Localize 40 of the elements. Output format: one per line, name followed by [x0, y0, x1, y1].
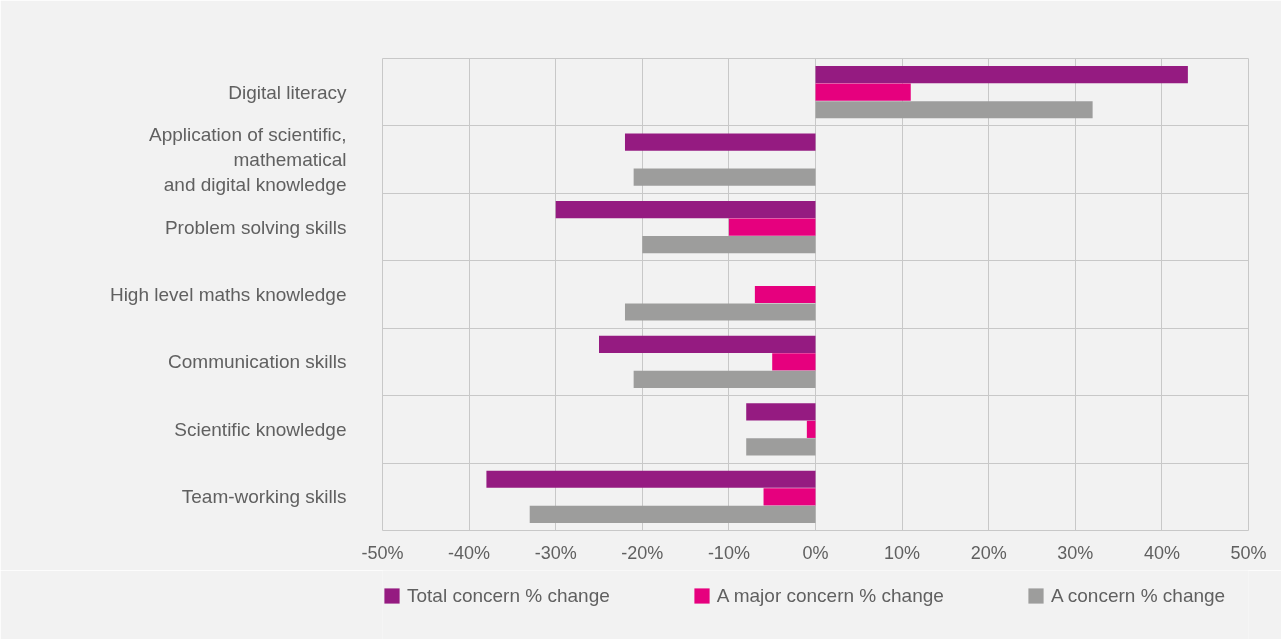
y-tick-label: Scientific knowledge	[174, 418, 347, 440]
legend-label: Total concern % change	[407, 584, 610, 607]
bar	[728, 218, 816, 236]
bar	[746, 403, 816, 421]
bar	[633, 168, 816, 186]
bar	[633, 370, 816, 389]
x-tick-label: 10%	[884, 542, 921, 563]
x-tick-label: -40%	[448, 542, 491, 563]
y-tick-label: Application of scientific, mathematical and digital knowledge	[149, 123, 347, 196]
bar	[815, 66, 1188, 84]
x-tick-label: 0%	[802, 542, 829, 563]
x-tick-label: -10%	[707, 542, 750, 563]
y-tick-label: Team-working skills	[181, 486, 347, 508]
x-tick-label: -50%	[361, 542, 404, 563]
bar	[772, 353, 816, 371]
x-tick-label: 50%	[1230, 542, 1267, 563]
legend-label: A major concern % change	[716, 584, 944, 607]
x-tick-label: 20%	[970, 542, 1007, 563]
bar	[624, 133, 816, 151]
y-tick-label: Problem solving skills	[164, 216, 347, 238]
x-tick-label: 30%	[1057, 542, 1094, 563]
x-tick-label: -20%	[621, 542, 664, 563]
y-tick-label: Communication skills	[168, 351, 347, 373]
x-tick-label: 40%	[1143, 542, 1180, 563]
bar	[555, 200, 816, 219]
bar	[746, 438, 816, 456]
bar	[763, 488, 816, 506]
bar	[815, 83, 911, 101]
y-tick-label: Digital literacy	[228, 81, 347, 103]
bar	[806, 420, 816, 438]
y-tick-label: High level maths knowledge	[109, 284, 347, 305]
bar	[642, 236, 816, 254]
x-tick-label: -30%	[534, 542, 577, 563]
bar	[815, 101, 1093, 119]
bar	[486, 470, 816, 488]
bar	[624, 303, 816, 321]
bar	[599, 335, 816, 353]
legend-label: A concern % change	[1050, 584, 1226, 607]
bar	[529, 505, 816, 523]
bar	[754, 285, 816, 304]
